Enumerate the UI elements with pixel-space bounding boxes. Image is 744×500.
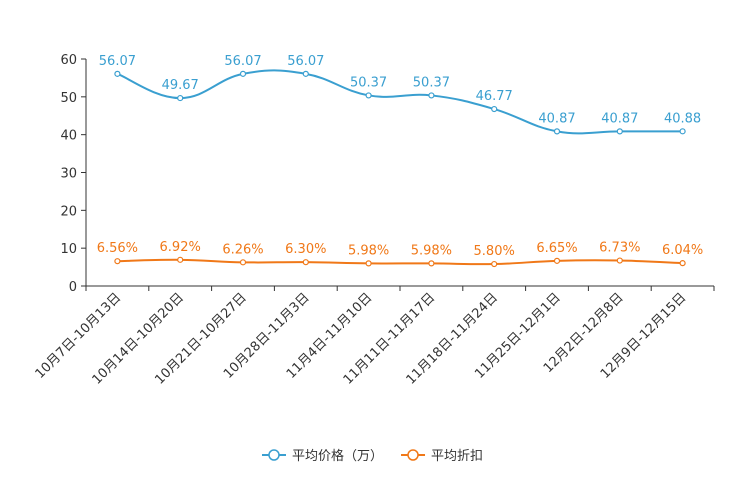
legend-item-avg-price[interactable]: 平均价格（万）: [262, 448, 383, 464]
data-label: 5.98%: [411, 243, 452, 258]
data-label: 6.65%: [536, 241, 577, 256]
data-label: 6.30%: [285, 242, 326, 257]
series-avg-discount: 6.56% 6.92% 6.26% 6.30% 5.98% 5.98% 5.80% 6.65%…: [97, 240, 703, 268]
series-layer: 56.07 49.67 56.07 56.07 50.37 50.37 46.77 40.87…: [97, 54, 703, 268]
legend-marker-icon: [268, 449, 280, 461]
data-label: 6.04%: [662, 243, 703, 258]
data-point[interactable]: [679, 260, 686, 267]
y-tick-label: 0: [69, 280, 77, 295]
series-line: [117, 258, 683, 266]
data-label: 56.07: [287, 54, 324, 69]
data-point[interactable]: [679, 128, 686, 135]
series-avg-price: 56.07 49.67 56.07 56.07 50.37 50.37 46.77 40.87…: [99, 54, 701, 135]
legend-label: 平均价格（万）: [292, 448, 383, 464]
data-point[interactable]: [428, 92, 435, 99]
data-point[interactable]: [177, 94, 184, 102]
y-tick-label: 40: [60, 129, 77, 144]
data-label: 49.67: [162, 78, 199, 93]
data-label: 6.73%: [599, 241, 640, 256]
legend-marker-icon: [407, 449, 419, 461]
data-point[interactable]: [177, 256, 184, 263]
data-label: 50.37: [350, 75, 387, 90]
data-label: 46.77: [476, 89, 513, 104]
y-tick-label: 20: [60, 204, 77, 219]
y-tick-label: 30: [60, 167, 77, 182]
data-point[interactable]: [491, 260, 498, 268]
data-point[interactable]: [428, 260, 435, 267]
data-label: 40.87: [601, 111, 638, 126]
data-label: 50.37: [413, 75, 450, 90]
x-axis: 10月7日-10月13日10月14日-10月20日10月21日-10月27日10…: [33, 285, 715, 388]
data-point[interactable]: [616, 128, 623, 135]
data-label: 40.88: [664, 111, 701, 126]
data-point[interactable]: [239, 70, 247, 77]
y-tick-label: 50: [60, 91, 77, 106]
data-point[interactable]: [553, 257, 561, 264]
data-label: 6.56%: [97, 241, 138, 256]
data-point[interactable]: [616, 257, 623, 264]
data-point[interactable]: [114, 70, 121, 77]
y-tick-label: 60: [60, 53, 77, 68]
data-point[interactable]: [365, 92, 372, 99]
legend-label: 平均折扣: [431, 449, 483, 464]
data-point[interactable]: [239, 259, 247, 266]
y-tick-label: 10: [60, 242, 77, 257]
data-point[interactable]: [365, 260, 372, 267]
data-point[interactable]: [491, 105, 498, 113]
y-axis: 0 10 20 30 40 50 60: [60, 53, 87, 295]
data-label: 6.92%: [160, 240, 201, 255]
data-label: 40.87: [538, 111, 575, 126]
legend[interactable]: 平均价格（万） 平均折扣: [262, 448, 483, 464]
data-point[interactable]: [553, 128, 561, 135]
data-label: 56.07: [99, 54, 136, 69]
data-point[interactable]: [114, 258, 121, 265]
data-label: 56.07: [224, 54, 261, 69]
data-label: 5.98%: [348, 243, 389, 258]
legend-item-avg-discount[interactable]: 平均折扣: [401, 449, 483, 464]
series-line: [117, 69, 683, 135]
data-label: 5.80%: [474, 244, 515, 259]
data-point[interactable]: [302, 70, 309, 77]
data-label: 6.26%: [222, 242, 263, 257]
data-point[interactable]: [302, 259, 309, 266]
